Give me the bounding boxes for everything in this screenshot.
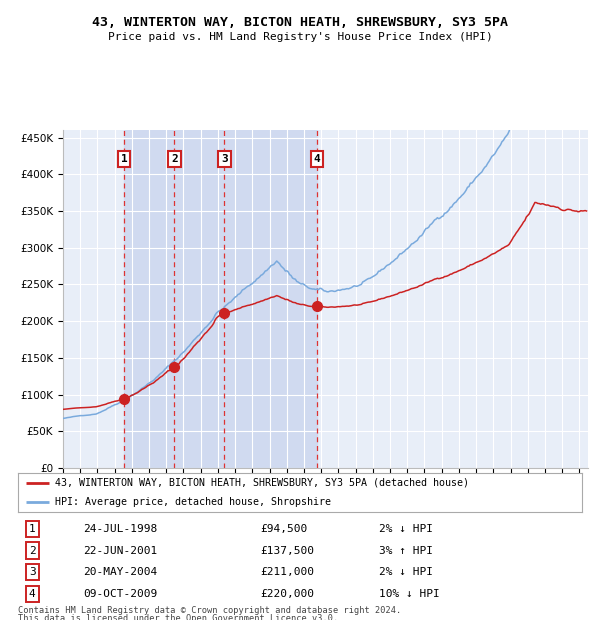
Text: 09-OCT-2009: 09-OCT-2009	[83, 589, 157, 599]
Text: £211,000: £211,000	[260, 567, 314, 577]
Text: 1: 1	[29, 524, 35, 534]
Text: 4: 4	[314, 154, 320, 164]
Text: 43, WINTERTON WAY, BICTON HEATH, SHREWSBURY, SY3 5PA: 43, WINTERTON WAY, BICTON HEATH, SHREWSB…	[92, 16, 508, 29]
Text: Price paid vs. HM Land Registry's House Price Index (HPI): Price paid vs. HM Land Registry's House …	[107, 32, 493, 42]
Text: 2% ↓ HPI: 2% ↓ HPI	[379, 524, 433, 534]
Text: 24-JUL-1998: 24-JUL-1998	[83, 524, 157, 534]
Text: £94,500: £94,500	[260, 524, 308, 534]
Text: 2% ↓ HPI: 2% ↓ HPI	[379, 567, 433, 577]
Text: £220,000: £220,000	[260, 589, 314, 599]
Text: 22-JUN-2001: 22-JUN-2001	[83, 546, 157, 556]
Text: £137,500: £137,500	[260, 546, 314, 556]
Text: 20-MAY-2004: 20-MAY-2004	[83, 567, 157, 577]
Text: 3: 3	[221, 154, 228, 164]
Text: 3: 3	[29, 567, 35, 577]
Text: 10% ↓ HPI: 10% ↓ HPI	[379, 589, 440, 599]
Text: HPI: Average price, detached house, Shropshire: HPI: Average price, detached house, Shro…	[55, 497, 331, 507]
Bar	[124, 130, 175, 468]
Text: 43, WINTERTON WAY, BICTON HEATH, SHREWSBURY, SY3 5PA (detached house): 43, WINTERTON WAY, BICTON HEATH, SHREWSB…	[55, 477, 469, 488]
Text: 4: 4	[29, 589, 35, 599]
Text: This data is licensed under the Open Government Licence v3.0.: This data is licensed under the Open Gov…	[18, 614, 338, 620]
Text: 3% ↑ HPI: 3% ↑ HPI	[379, 546, 433, 556]
Text: 2: 2	[29, 546, 35, 556]
Bar	[224, 130, 317, 468]
Text: Contains HM Land Registry data © Crown copyright and database right 2024.: Contains HM Land Registry data © Crown c…	[18, 606, 401, 616]
Text: 2: 2	[171, 154, 178, 164]
Bar	[175, 130, 224, 468]
Text: 1: 1	[121, 154, 128, 164]
